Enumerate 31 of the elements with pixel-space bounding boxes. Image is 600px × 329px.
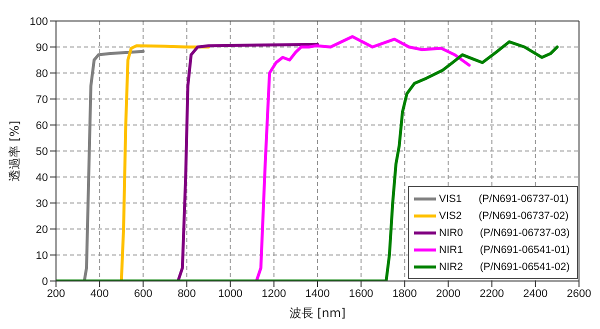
x-tick-label: 1000 bbox=[218, 288, 243, 300]
y-tick-label: 30 bbox=[36, 198, 48, 210]
y-tick-label: 80 bbox=[36, 68, 48, 80]
y-tick-label: 20 bbox=[36, 224, 48, 236]
x-tick-label: 800 bbox=[178, 288, 196, 300]
y-tick-label: 50 bbox=[36, 146, 48, 158]
x-tick-label: 2200 bbox=[480, 288, 504, 300]
x-tick-label: 1800 bbox=[392, 288, 417, 300]
x-tick-label: 2000 bbox=[436, 288, 460, 300]
y-tick-label: 100 bbox=[30, 16, 48, 28]
legend-label: NIR2 (P/N691-06541-02) bbox=[439, 260, 570, 272]
legend-label: NIR0 (P/N691-06737-03) bbox=[439, 226, 570, 238]
x-tick-label: 400 bbox=[90, 288, 109, 300]
x-axis-title: 波長 [nm] bbox=[289, 306, 346, 320]
y-tick-label: 40 bbox=[36, 172, 48, 184]
y-tick-label: 10 bbox=[36, 250, 48, 262]
y-tick-label: 0 bbox=[42, 276, 48, 288]
x-tick-label: 1600 bbox=[348, 288, 374, 300]
x-tick-label: 1200 bbox=[262, 288, 286, 300]
y-tick-label: 90 bbox=[36, 42, 48, 54]
y-tick-label: 70 bbox=[36, 94, 48, 106]
x-tick-label: 2400 bbox=[523, 288, 548, 300]
x-tick-label: 200 bbox=[46, 288, 66, 300]
x-tick-label: 600 bbox=[134, 288, 152, 300]
x-tick-label: 2600 bbox=[566, 288, 592, 300]
y-axis-title: 透過率 [%] bbox=[7, 120, 22, 182]
legend-label: VIS1 (P/N691-06737-01) bbox=[439, 192, 569, 204]
y-tick-label: 60 bbox=[36, 120, 48, 132]
legend-label: NIR1 (P/N691-06541-01) bbox=[439, 244, 570, 256]
legend-label: VIS2 (P/N691-06737-02) bbox=[439, 210, 569, 222]
x-tick-label: 1400 bbox=[305, 288, 330, 300]
